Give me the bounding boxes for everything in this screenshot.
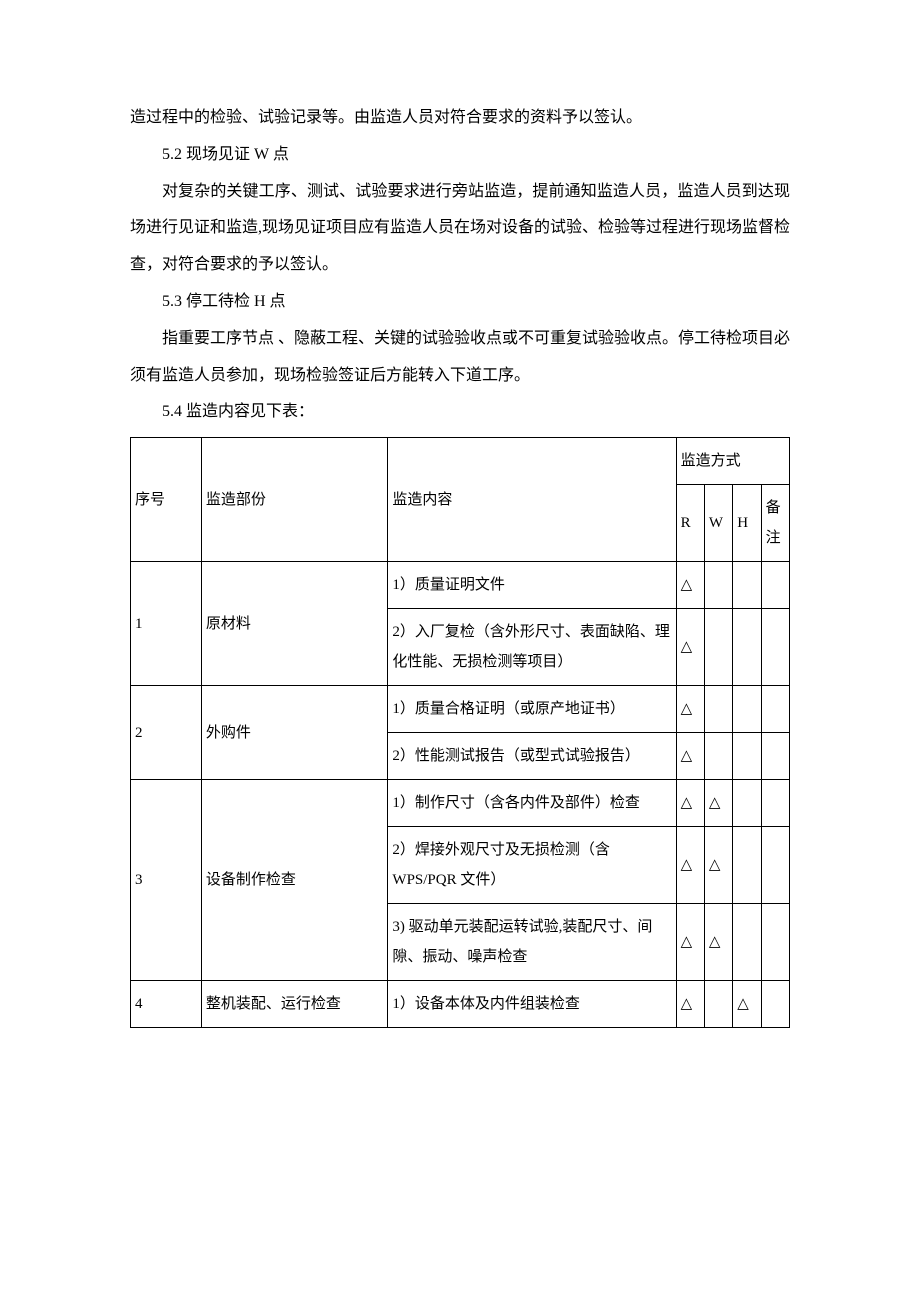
cell-r: △ — [676, 562, 704, 609]
paragraph-2: 5.2 现场见证 W 点 — [130, 137, 790, 174]
header-note: 备注 — [761, 485, 789, 562]
cell-note — [761, 562, 789, 609]
table-row: 3 设备制作检查 1）制作尺寸（含各内件及部件）检查 △ △ — [131, 780, 790, 827]
table-row: 1 原材料 1）质量证明文件 △ — [131, 562, 790, 609]
supervision-table: 序号 监造部份 监造内容 监造方式 R W H 备注 1 原材料 1）质量证明文… — [130, 437, 790, 1028]
cell-content: 1）质量合格证明（或原产地证书） — [388, 686, 676, 733]
cell-note — [761, 827, 789, 904]
cell-r: △ — [676, 827, 704, 904]
cell-part: 外购件 — [201, 686, 388, 780]
paragraph-4: 5.3 停工待检 H 点 — [130, 284, 790, 321]
cell-w: △ — [704, 827, 732, 904]
cell-note — [761, 981, 789, 1028]
cell-seq: 4 — [131, 981, 202, 1028]
cell-r: △ — [676, 609, 704, 686]
cell-h: △ — [733, 981, 761, 1028]
paragraph-6: 5.4 监造内容见下表： — [130, 394, 790, 431]
cell-h — [733, 780, 761, 827]
table-header-row-1: 序号 监造部份 监造内容 监造方式 — [131, 438, 790, 485]
cell-content: 2）入厂复检（含外形尺寸、表面缺陷、理化性能、无损检测等项目） — [388, 609, 676, 686]
header-h: H — [733, 485, 761, 562]
cell-note — [761, 733, 789, 780]
cell-r: △ — [676, 904, 704, 981]
cell-part: 设备制作检查 — [201, 780, 388, 981]
cell-seq: 3 — [131, 780, 202, 981]
cell-h — [733, 733, 761, 780]
cell-h — [733, 562, 761, 609]
cell-w — [704, 981, 732, 1028]
paragraph-3: 对复杂的关键工序、测试、试验要求进行旁站监造，提前通知监造人员，监造人员到达现场… — [130, 174, 790, 284]
cell-note — [761, 609, 789, 686]
cell-h — [733, 686, 761, 733]
cell-part: 原材料 — [201, 562, 388, 686]
cell-part: 整机装配、运行检查 — [201, 981, 388, 1028]
header-w: W — [704, 485, 732, 562]
cell-content: 2）性能测试报告（或型式试验报告） — [388, 733, 676, 780]
cell-content: 1）制作尺寸（含各内件及部件）检查 — [388, 780, 676, 827]
header-part: 监造部份 — [201, 438, 388, 562]
cell-seq: 1 — [131, 562, 202, 686]
paragraph-5: 指重要工序节点 、隐蔽工程、关键的试验验收点或不可重复试验验收点。停工待检项目必… — [130, 321, 790, 395]
cell-note — [761, 686, 789, 733]
cell-w — [704, 562, 732, 609]
header-method: 监造方式 — [676, 438, 789, 485]
cell-w: △ — [704, 904, 732, 981]
header-seq: 序号 — [131, 438, 202, 562]
cell-w — [704, 733, 732, 780]
cell-w — [704, 686, 732, 733]
paragraph-1: 造过程中的检验、试验记录等。由监造人员对符合要求的资料予以签认。 — [130, 100, 790, 137]
cell-h — [733, 904, 761, 981]
cell-w — [704, 609, 732, 686]
cell-h — [733, 609, 761, 686]
cell-r: △ — [676, 981, 704, 1028]
cell-r: △ — [676, 733, 704, 780]
cell-content: 3) 驱动单元装配运转试验,装配尺寸、间隙、振动、噪声检查 — [388, 904, 676, 981]
cell-seq: 2 — [131, 686, 202, 780]
table-row: 4 整机装配、运行检查 1）设备本体及内件组装检查 △ △ — [131, 981, 790, 1028]
cell-r: △ — [676, 780, 704, 827]
cell-content: 1）设备本体及内件组装检查 — [388, 981, 676, 1028]
header-content: 监造内容 — [388, 438, 676, 562]
cell-r: △ — [676, 686, 704, 733]
cell-content: 1）质量证明文件 — [388, 562, 676, 609]
table-row: 2 外购件 1）质量合格证明（或原产地证书） △ — [131, 686, 790, 733]
header-r: R — [676, 485, 704, 562]
cell-h — [733, 827, 761, 904]
cell-note — [761, 780, 789, 827]
cell-w: △ — [704, 780, 732, 827]
cell-note — [761, 904, 789, 981]
cell-content: 2）焊接外观尺寸及无损检测（含 WPS/PQR 文件） — [388, 827, 676, 904]
